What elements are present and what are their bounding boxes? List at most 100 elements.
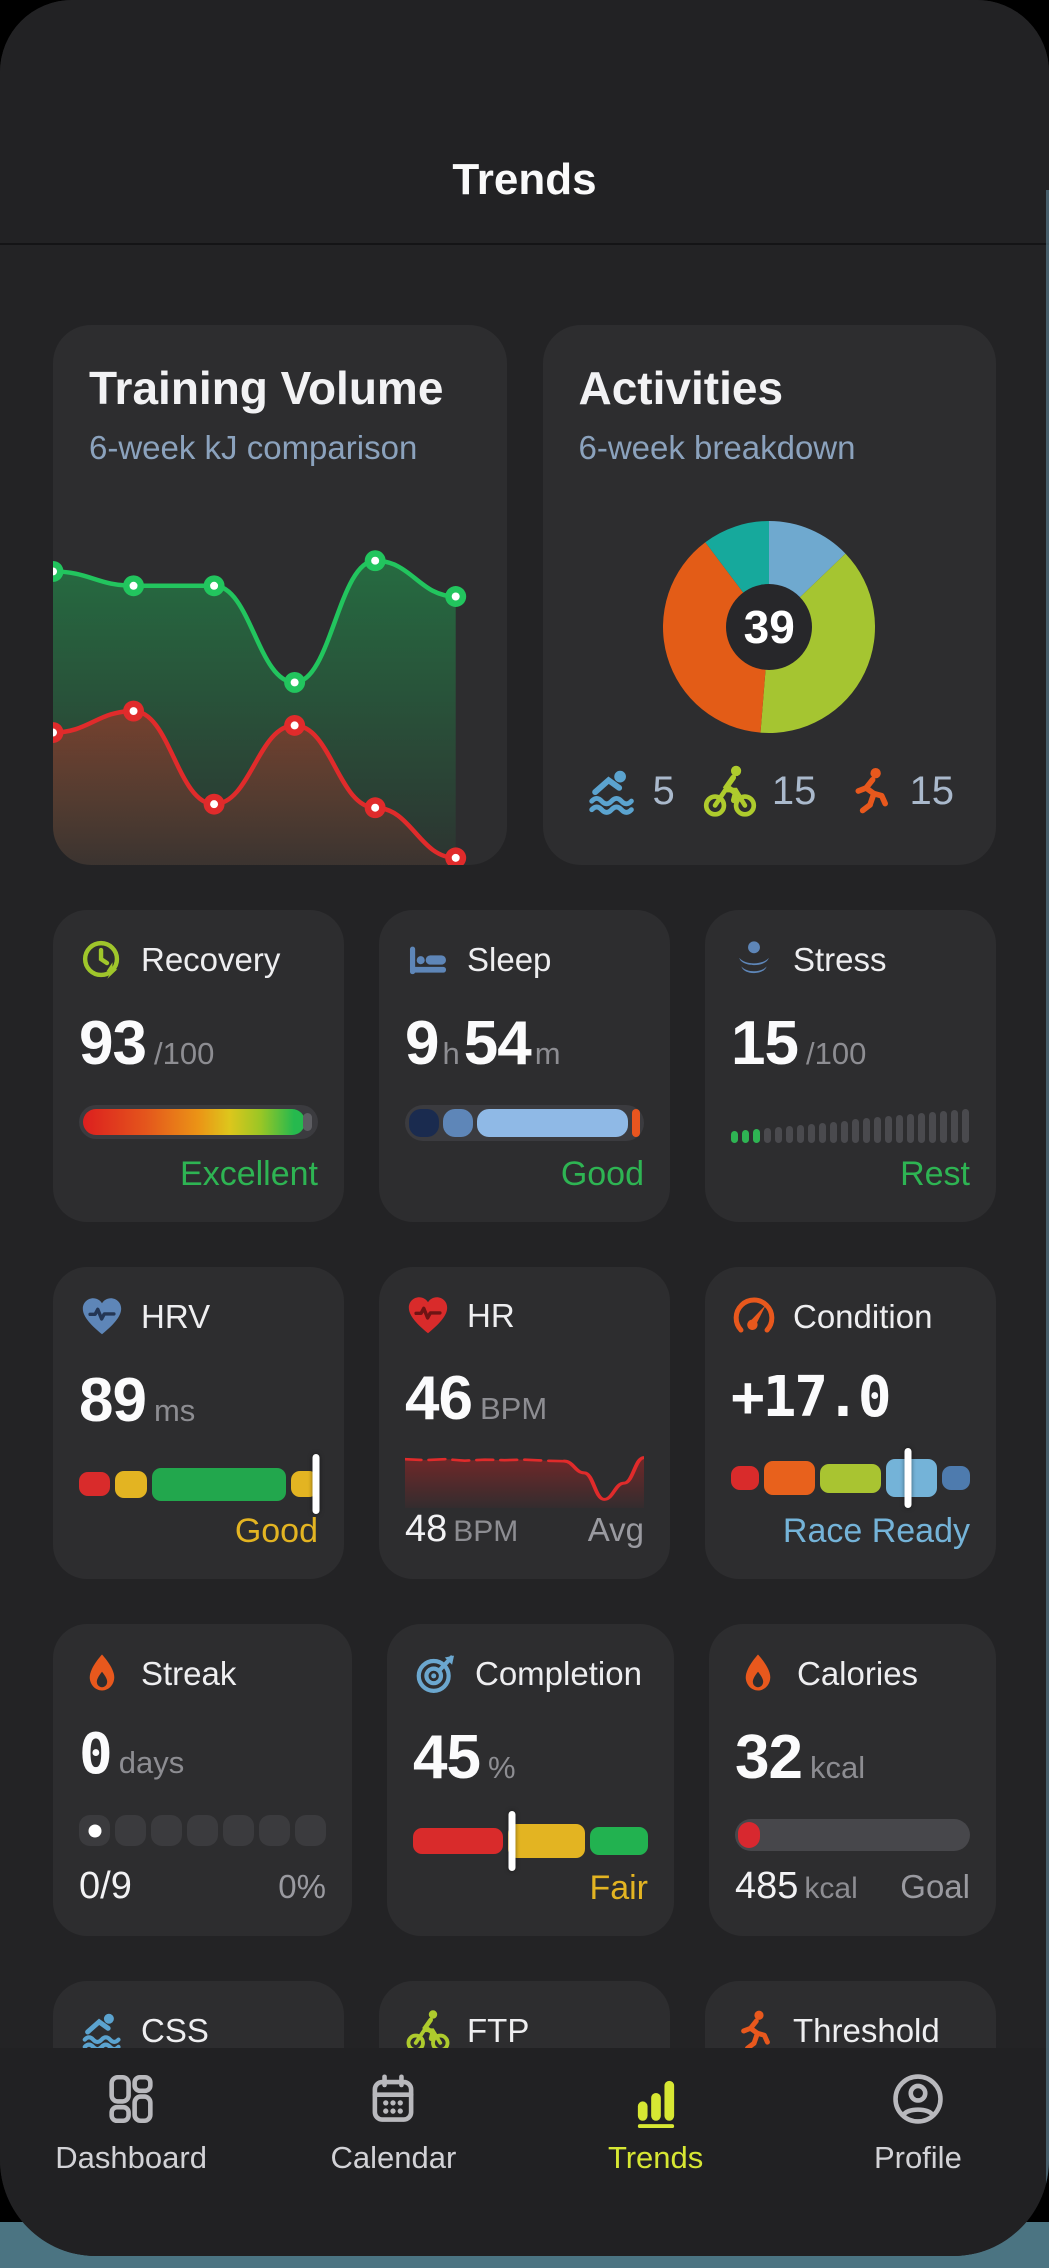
legend-swim-value: 5 [652, 768, 675, 813]
metrics-row-1: Recovery 93 /100 Excellent Sleep [53, 910, 996, 1222]
condition-card[interactable]: Condition +17.0 Race Ready [705, 1267, 996, 1579]
hrv-status: Good [234, 1512, 318, 1550]
sleep-minutes: 54 [463, 1009, 532, 1078]
activities-subtitle: 6-week breakdown [578, 429, 856, 466]
nav-label-dashboard: Dashboard [55, 2140, 207, 2175]
calories-goal-unit: kcal [804, 1872, 858, 1905]
activities-title: Activities [578, 362, 784, 414]
training-volume-area-chart [53, 550, 467, 865]
training-volume-card[interactable]: Training Volume 6-week kJ comparison [53, 325, 507, 865]
bottom-nav: Dashboard Calendar Trends Profile [0, 2048, 1049, 2256]
sleep-card[interactable]: Sleep 9 h 54 m Good [379, 910, 670, 1222]
calories-progress-bar [735, 1819, 970, 1851]
metrics-row-2: HRV 89 ms Good HR 46 BPM [53, 1267, 996, 1579]
streak-card[interactable]: Streak 0 days 0/9 0% [53, 1624, 352, 1936]
meditation-icon [731, 937, 777, 983]
stress-card[interactable]: Stress 15 /100 Rest [705, 910, 996, 1222]
legend-run: 15 [844, 765, 955, 817]
content-scroll[interactable]: Training Volume 6-week kJ comparison Act… [0, 247, 1049, 2256]
hr-card[interactable]: HR 46 BPM 48 BPM Avg [379, 1267, 670, 1579]
recovery-card[interactable]: Recovery 93 /100 Excellent [53, 910, 344, 1222]
hrv-value: 89 [79, 1366, 147, 1435]
cyclist-icon [405, 2008, 451, 2054]
activities-total: 39 [743, 601, 795, 653]
calendar-icon [364, 2070, 422, 2128]
recovery-value: 93 [79, 1009, 147, 1078]
training-volume-subtitle: 6-week kJ comparison [89, 429, 418, 466]
legend-swim: 5 [585, 764, 675, 818]
nav-item-dashboard[interactable]: Dashboard [0, 2070, 262, 2176]
nav-item-profile[interactable]: Profile [787, 2070, 1049, 2176]
sleep-stages-bar [405, 1105, 644, 1141]
hrv-zones-bar [79, 1454, 320, 1514]
stress-label: Stress [793, 941, 887, 978]
calories-label: Calories [797, 1655, 919, 1692]
calories-goal-value: 485 [735, 1865, 799, 1907]
metrics-row-3: Streak 0 days 0/9 0% Completion [53, 1624, 996, 1936]
nav-item-trends[interactable]: Trends [525, 2070, 787, 2176]
calories-card[interactable]: Calories 32 kcal 485 kcal Goal [709, 1624, 996, 1936]
screen-edge-highlight [1046, 190, 1049, 2196]
activities-legend: 5 15 15 [543, 763, 997, 819]
nav-label-profile: Profile [873, 2140, 962, 2175]
hr-value: 46 [405, 1364, 473, 1433]
swimmer-icon [585, 764, 639, 818]
ftp-label: FTP [467, 2012, 530, 2049]
grid-icon [102, 2070, 160, 2128]
legend-bike-value: 15 [771, 768, 817, 813]
condition-status: Race Ready [782, 1512, 970, 1550]
activities-donut-chart: 39 [657, 515, 881, 739]
donut-svg [663, 521, 876, 733]
swimmer-icon [79, 2008, 125, 2054]
hr-sparkline-chart [405, 1456, 644, 1508]
calories-goal-label: Goal [900, 1868, 970, 1905]
bed-icon [405, 937, 451, 983]
recovery-status: Excellent [180, 1155, 318, 1193]
streak-progress: 0/9 [79, 1865, 132, 1907]
nav-label-calendar: Calendar [330, 2140, 457, 2175]
stress-status: Rest [900, 1155, 970, 1193]
legend-run-value: 15 [909, 768, 955, 813]
completion-zones-bar [413, 1811, 648, 1871]
completion-label: Completion [475, 1655, 642, 1692]
app-header: Trends [0, 0, 1049, 245]
completion-value: 45 [413, 1723, 481, 1792]
gauge-icon [731, 1294, 777, 1340]
stress-unit: /100 [805, 1036, 867, 1071]
hr-unit: BPM [479, 1391, 548, 1426]
completion-unit: % [487, 1750, 516, 1785]
calories-value: 32 [735, 1723, 803, 1792]
hrv-unit: ms [153, 1393, 196, 1428]
training-volume-title: Training Volume [89, 362, 444, 414]
calories-unit: kcal [809, 1750, 866, 1785]
recovery-label: Recovery [141, 941, 281, 978]
person-icon [889, 2070, 947, 2128]
heart-pulse-red-icon [405, 1293, 451, 1339]
top-cards-row: Training Volume 6-week kJ comparison Act… [53, 325, 996, 865]
sleep-status: Good [560, 1155, 644, 1193]
sleep-hours-unit: h [442, 1036, 460, 1071]
cyclist-icon [702, 763, 758, 819]
activities-card[interactable]: Activities 6-week breakdown 39 5 [542, 325, 997, 865]
nav-item-calendar[interactable]: Calendar [262, 2070, 524, 2176]
heart-pulse-blue-icon [79, 1294, 125, 1340]
completion-status: Fair [589, 1869, 648, 1907]
stress-level-bars [731, 1105, 970, 1143]
completion-card[interactable]: Completion 45 % Fair [387, 1624, 674, 1936]
hrv-card[interactable]: HRV 89 ms Good [53, 1267, 344, 1579]
flame-icon [735, 1651, 781, 1697]
hr-label: HR [467, 1297, 515, 1334]
recovery-unit: /100 [153, 1036, 215, 1071]
clock-bolt-icon [79, 937, 125, 983]
page-title: Trends [452, 155, 597, 204]
threshold-label: Threshold [793, 2012, 940, 2049]
sleep-minutes-unit: m [534, 1036, 561, 1071]
hr-avg-label: Avg [587, 1511, 644, 1548]
legend-bike: 15 [702, 763, 817, 819]
bar-chart-icon [627, 2070, 685, 2128]
streak-unit: days [118, 1745, 185, 1780]
hrv-label: HRV [141, 1298, 211, 1335]
runner-icon [844, 765, 896, 817]
recovery-gradient-bar [79, 1105, 318, 1139]
